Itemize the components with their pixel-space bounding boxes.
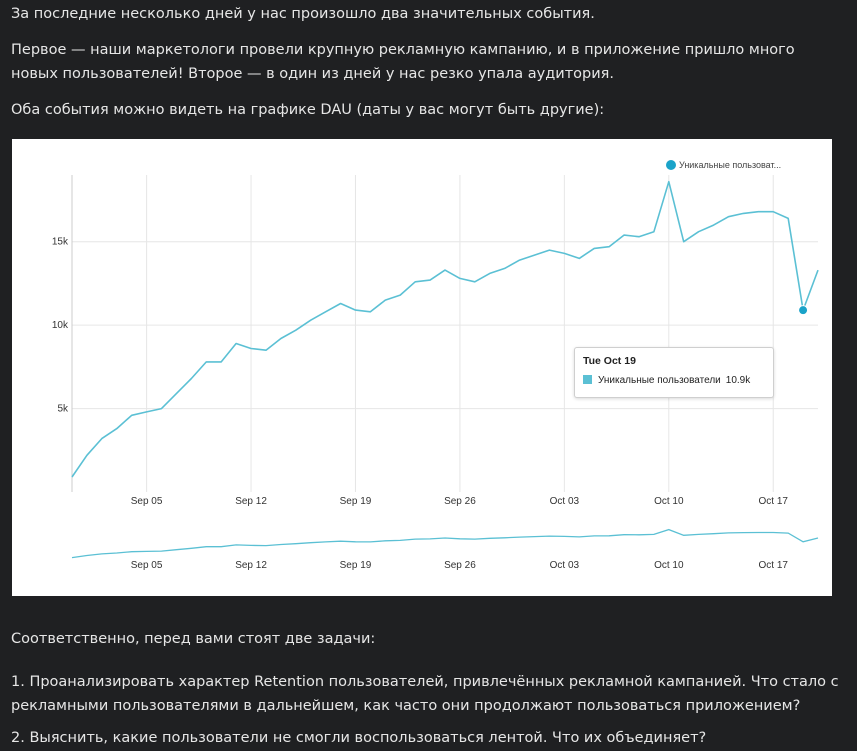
x-tick-label: Oct 10 — [654, 496, 684, 507]
navigator-tick-label: Oct 17 — [759, 560, 789, 571]
series-line — [71, 180, 819, 478]
x-tick-label: Sep 12 — [235, 496, 267, 507]
y-tick-label: 10k — [52, 320, 69, 331]
x-tick-label: Sep 19 — [340, 496, 372, 507]
legend-label: Уникальные пользоват... — [679, 160, 782, 170]
navigator-tick-label: Sep 12 — [235, 560, 267, 571]
x-tick-label: Oct 17 — [759, 496, 789, 507]
navigator-tick-label: Sep 26 — [444, 560, 476, 571]
task-1: 1. Проанализировать характер Retention п… — [11, 674, 839, 714]
tooltip-row: Уникальные пользователи 10.9k — [583, 374, 750, 388]
intro-paragraph: За последние несколько дней у нас произо… — [11, 6, 595, 22]
legend-dot-icon — [666, 160, 676, 170]
chart-intro-paragraph: Оба события можно видеть на графике DAU … — [11, 102, 605, 118]
x-tick-label: Sep 05 — [131, 496, 163, 507]
tasks-heading: Соответственно, перед вами стоят две зад… — [11, 631, 376, 647]
x-tick-label: Oct 03 — [550, 496, 580, 507]
events-paragraph: Первое — наши маркетологи провели крупну… — [11, 42, 795, 82]
navigator-tick-label: Sep 19 — [340, 560, 372, 571]
navigator-line — [71, 528, 819, 559]
tooltip-series-label: Уникальные пользователи — [598, 375, 721, 386]
navigator-tick-label: Sep 05 — [131, 560, 163, 571]
chart-tooltip: Tue Oct 19 Уникальные пользователи 10.9k — [574, 347, 774, 398]
dau-chart[interactable]: 5k 10k 15k Sep 05 Sep 12 Sep 19 Sep 26 Oct 03 Oc… — [12, 139, 832, 596]
highlight-point — [798, 305, 809, 316]
navigator-tick-label: Oct 03 — [550, 560, 580, 571]
y-tick-label: 5k — [57, 404, 69, 415]
navigator-tick-label: Oct 10 — [654, 560, 684, 571]
chart-legend[interactable]: Уникальные пользоват... — [666, 158, 781, 172]
y-tick-label: 15k — [52, 237, 69, 248]
tooltip-value: 10.9k — [725, 375, 751, 386]
chart-svg: 5k 10k 15k Sep 05 Sep 12 Sep 19 Sep 26 Oct 03 Oc… — [52, 175, 819, 571]
tooltip-swatch-icon — [583, 375, 592, 384]
task-2: 2. Выяснить, какие пользователи не смогл… — [11, 730, 707, 746]
tooltip-title: Tue Oct 19 — [583, 355, 636, 367]
x-tick-label: Sep 26 — [444, 496, 476, 507]
